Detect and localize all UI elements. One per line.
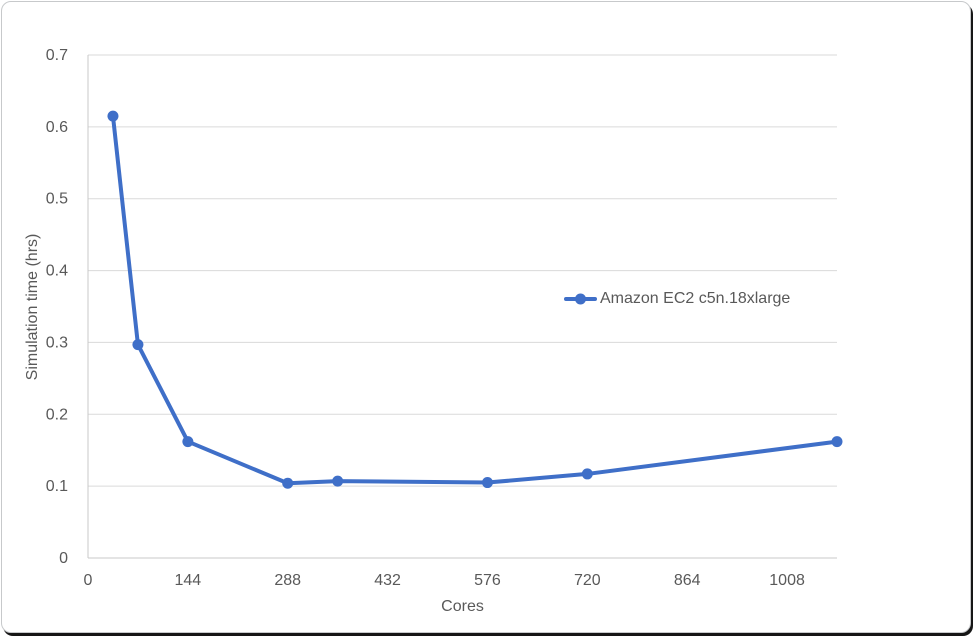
y-tick-label: 0.1 [46, 478, 68, 495]
x-tick-label: 432 [374, 572, 401, 589]
x-tick-label: 1008 [769, 572, 805, 589]
legend-dot-icon [575, 293, 586, 305]
y-tick-label: 0.2 [46, 406, 68, 423]
x-tick-label: 0 [84, 572, 93, 589]
data-point-marker [481, 477, 493, 489]
y-tick-label: 0 [59, 550, 68, 567]
series-line [110, 114, 839, 486]
x-tick-label: 144 [175, 572, 202, 589]
legend-label: Amazon EC2 c5n.18xlarge [600, 290, 791, 307]
y-tick-label: 0.5 [46, 191, 68, 208]
y-tick-label: 0.4 [46, 263, 68, 280]
data-point-marker [282, 477, 294, 489]
data-point-marker [132, 339, 144, 351]
x-tick-label: 720 [574, 572, 601, 589]
y-axis-title: Simulation time (hrs) [24, 233, 41, 381]
legend-line-marker-icon [564, 290, 597, 308]
y-tick-label: 0.3 [46, 334, 68, 351]
data-point-marker [332, 475, 344, 487]
data-point-marker [107, 110, 119, 122]
x-tick-label: 864 [674, 572, 701, 589]
x-axis-title: Cores [441, 598, 484, 615]
y-tick-label: 0.7 [46, 47, 68, 64]
x-tick-label: 576 [474, 572, 501, 589]
data-point-marker [182, 436, 194, 448]
x-tick-label: 288 [274, 572, 301, 589]
data-point-marker [581, 468, 593, 480]
y-tick-label: 0.6 [46, 119, 68, 136]
data-point-marker [831, 436, 843, 448]
legend: Amazon EC2 c5n.18xlarge [564, 290, 790, 308]
